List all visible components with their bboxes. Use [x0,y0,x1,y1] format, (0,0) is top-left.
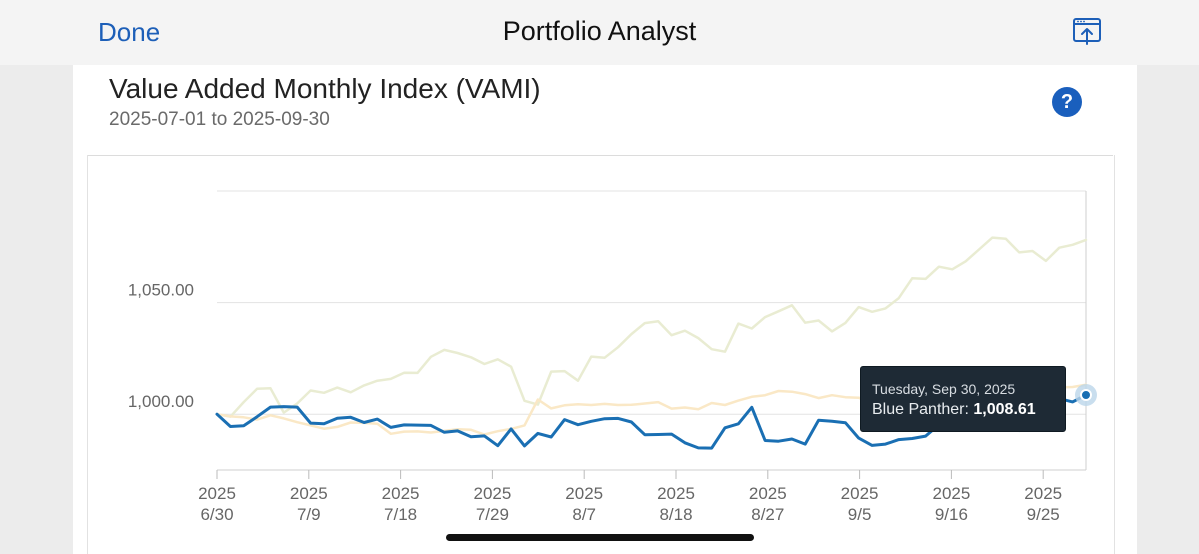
x-tick-date: 7/29 [476,505,509,524]
share-screen-icon[interactable] [1072,17,1102,47]
x-tick-year: 2025 [473,484,511,503]
tooltip-value-line: Blue Panther: 1,008.61 [872,401,1036,418]
app-title: Portfolio Analyst [502,16,697,46]
x-tick-date: 7/9 [297,505,321,524]
x-tick-year: 2025 [290,484,328,503]
chart-area [87,155,1115,554]
x-tick-year: 2025 [198,484,236,503]
tooltip-date: Tuesday, Sep 30, 2025 [872,381,1016,397]
x-tick-date: 8/27 [751,505,784,524]
tooltip-series-name: Blue Panther [872,401,965,418]
home-indicator [446,534,754,541]
x-tick-date: 9/25 [1027,505,1060,524]
done-button[interactable]: Done [98,17,161,47]
card-header: Value Added Monthly Index (VAMI) 2025-07… [87,65,1113,156]
top-navigation-bar: Done Portfolio Analyst [0,0,1199,65]
card-title: Value Added Monthly Index (VAMI) [109,73,541,104]
x-tick-year: 2025 [382,484,420,503]
x-tick-year: 2025 [749,484,787,503]
chart-tooltip: Tuesday, Sep 30, 2025 Blue Panther: 1,00… [860,366,1066,432]
highlight-point [1080,389,1092,402]
x-tick-date: 8/18 [659,505,692,524]
x-tick-year: 2025 [841,484,879,503]
x-tick-year: 2025 [932,484,970,503]
date-range: 2025-07-01 to 2025-09-30 [109,109,330,130]
x-tick-year: 2025 [565,484,603,503]
vami-card: Value Added Monthly Index (VAMI) 2025-07… [73,65,1137,554]
x-tick-date: 9/5 [848,505,872,524]
y-tick-label: 1,050.00 [128,281,194,300]
x-tick-date: 7/18 [384,505,417,524]
x-tick-date: 8/7 [572,505,596,524]
series-line-benchmark [215,236,1088,418]
x-tick-date: 9/16 [935,505,968,524]
x-tick-year: 2025 [657,484,695,503]
tooltip-value: 1,008.61 [973,401,1036,418]
help-button[interactable]: ? [1052,87,1082,117]
x-tick-year: 2025 [1024,484,1062,503]
y-tick-label: 1,000.00 [128,392,194,411]
x-tick-date: 6/30 [200,505,233,524]
